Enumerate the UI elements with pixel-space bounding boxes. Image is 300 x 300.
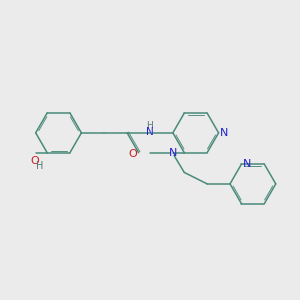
Text: N: N: [146, 128, 153, 137]
Text: O: O: [30, 156, 39, 166]
Text: H: H: [36, 161, 44, 171]
Text: N: N: [169, 148, 177, 158]
Text: H: H: [146, 121, 153, 130]
Text: N: N: [243, 159, 251, 169]
Text: O: O: [128, 149, 137, 159]
Text: N: N: [220, 128, 228, 138]
